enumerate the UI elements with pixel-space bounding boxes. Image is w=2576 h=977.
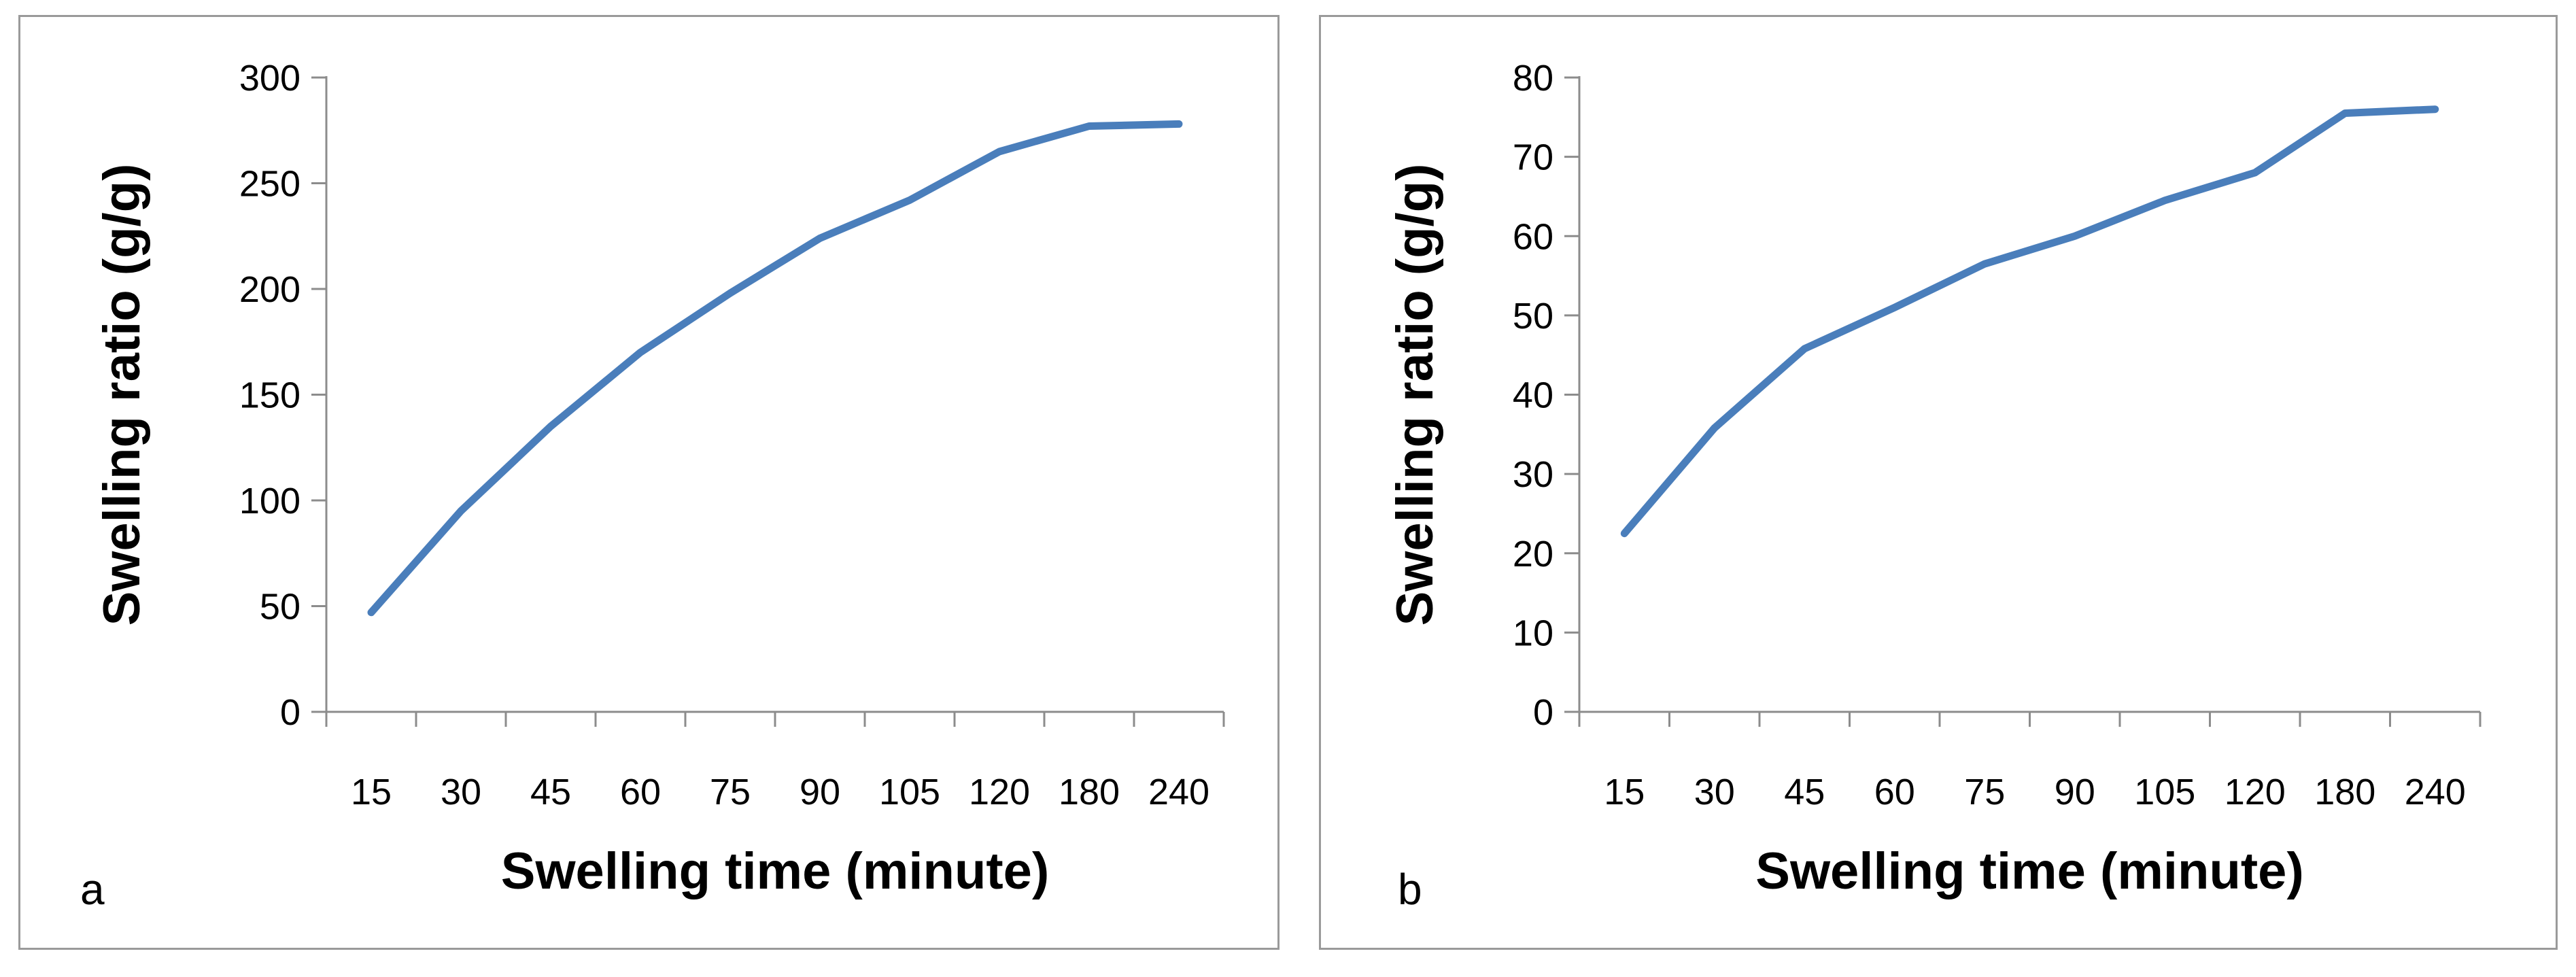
x-tick-label: 120 bbox=[969, 772, 1030, 812]
y-axis-title: Swelling ratio (g/g) bbox=[93, 164, 151, 626]
y-axis-title: Swelling ratio (g/g) bbox=[1386, 164, 1444, 626]
x-tick-label: 240 bbox=[2405, 772, 2466, 812]
y-tick-label: 70 bbox=[1513, 137, 1553, 178]
x-tick-label: 60 bbox=[1874, 772, 1915, 812]
y-tick-label: 60 bbox=[1513, 216, 1553, 257]
x-tick-label: 75 bbox=[1964, 772, 2005, 812]
x-tick-label: 90 bbox=[800, 772, 840, 812]
y-tick-label: 300 bbox=[239, 58, 300, 99]
y-tick-label: 0 bbox=[280, 692, 300, 733]
y-tick-label: 30 bbox=[1513, 454, 1553, 495]
x-tick-label: 180 bbox=[2314, 772, 2375, 812]
x-tick-label: 15 bbox=[351, 772, 392, 812]
x-tick-label: 60 bbox=[620, 772, 661, 812]
line-chart-a: 0 50 100 150 200 250 300 15 30 45 60 75 90 105 120 180 2… bbox=[80, 58, 1225, 914]
x-tick-label: 30 bbox=[1694, 772, 1735, 812]
x-tick-label: 45 bbox=[530, 772, 571, 812]
y-tick-label: 100 bbox=[239, 481, 300, 521]
chart-panel-b: 0 10 20 30 40 50 60 70 80 15 30 45 60 75 90 105 120 180 24… bbox=[1319, 15, 2558, 950]
x-tick-label: 105 bbox=[879, 772, 940, 812]
x-tick-label: 30 bbox=[441, 772, 481, 812]
y-tick-label: 50 bbox=[260, 587, 300, 628]
x-axis-title: Swelling time (minute) bbox=[501, 842, 1050, 900]
x-tick-label: 15 bbox=[1604, 772, 1645, 812]
x-axis-title: Swelling time (minute) bbox=[1755, 842, 2304, 900]
series-line bbox=[1620, 105, 2439, 538]
y-tick-label: 40 bbox=[1513, 375, 1553, 416]
series-line bbox=[367, 120, 1183, 617]
y-tick-label: 50 bbox=[1513, 296, 1553, 337]
y-tick-label: 20 bbox=[1513, 534, 1553, 575]
y-tick-label: 200 bbox=[239, 269, 300, 310]
x-tick-label: 180 bbox=[1059, 772, 1120, 812]
panel-label: a bbox=[80, 865, 105, 914]
y-tick-label: 10 bbox=[1513, 613, 1553, 653]
y-tick-label: 150 bbox=[239, 375, 300, 416]
y-tick-label: 0 bbox=[1533, 692, 1553, 733]
x-tick-label: 75 bbox=[710, 772, 751, 812]
y-tick-label: 250 bbox=[239, 164, 300, 205]
chart-panel-a: 0 50 100 150 200 250 300 15 30 45 60 75 90 105 120 180 2… bbox=[18, 15, 1280, 950]
panel-label: b bbox=[1398, 865, 1422, 914]
x-tick-label: 105 bbox=[2134, 772, 2195, 812]
x-tick-label: 90 bbox=[2055, 772, 2095, 812]
x-tick-label: 240 bbox=[1148, 772, 1209, 812]
y-tick-label: 80 bbox=[1513, 58, 1553, 99]
x-tick-label: 120 bbox=[2225, 772, 2286, 812]
x-tick-label: 45 bbox=[1784, 772, 1825, 812]
line-chart-b: 0 10 20 30 40 50 60 70 80 15 30 45 60 75 90 105 120 180 24… bbox=[1386, 58, 2481, 914]
